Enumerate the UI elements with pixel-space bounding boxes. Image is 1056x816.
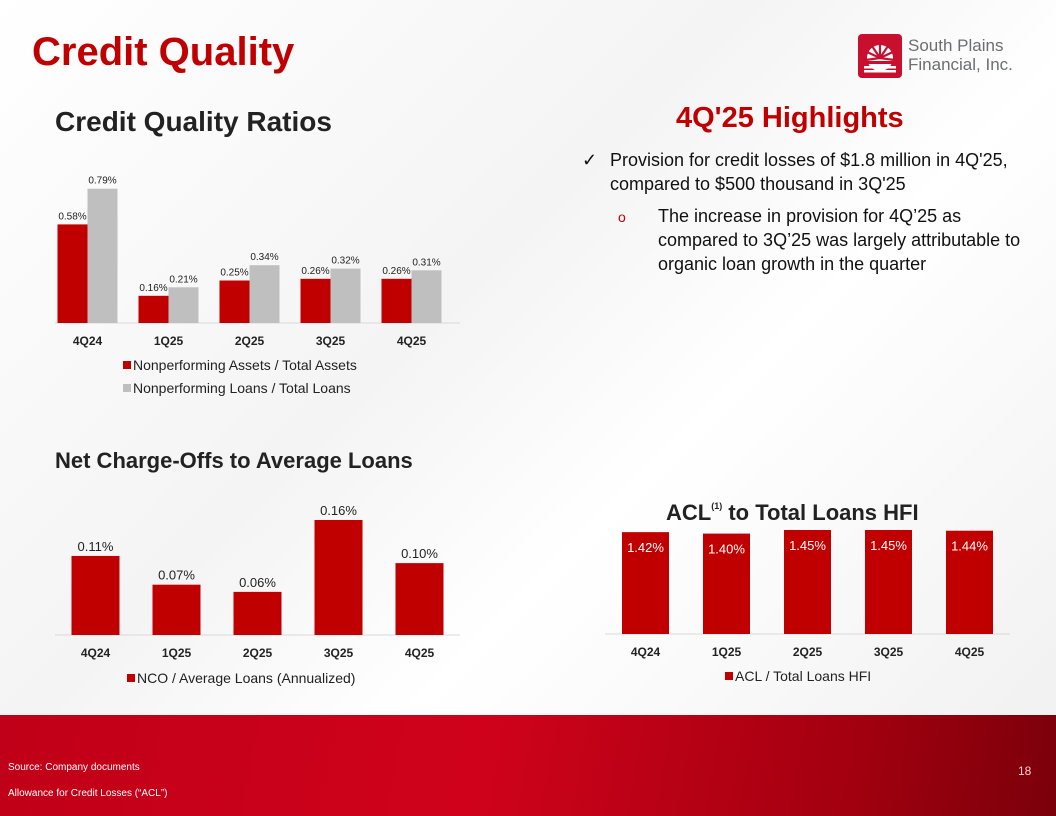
nco-data-label-0-0: 0.11% xyxy=(78,539,114,554)
nco-tick-label-0: 4Q24 xyxy=(81,646,111,660)
ratios-data-label-0-3: 0.26% xyxy=(301,266,329,277)
ratios-tick-label-2: 2Q25 xyxy=(235,334,265,348)
ratios-bar-0-1 xyxy=(138,295,169,323)
acl-title-main: ACL xyxy=(666,500,712,525)
acl-tick-label-4: 4Q25 xyxy=(955,645,985,659)
ratios-tick-label-0: 4Q24 xyxy=(73,334,103,348)
ratios-tick-label-3: 3Q25 xyxy=(316,334,346,348)
ratios-data-label-1-0: 0.79% xyxy=(88,176,116,187)
nco-legend-swatch-0 xyxy=(127,674,135,682)
checkmark-icon: ✓ xyxy=(582,150,598,170)
acl-bar-0-2 xyxy=(784,530,831,634)
company-name-line1: South Plains xyxy=(908,36,1004,55)
ratios-bar-chart: 0.58% 0.79% 4Q24 0.16%0.21% 1Q25 0.25%0.34% 2Q… xyxy=(55,176,460,396)
ratios-data-label-1-4: 0.31% xyxy=(412,257,440,268)
acl-bar-0-3 xyxy=(865,530,912,634)
highlight-sub-bullet: o The increase in provision for 4Q’25 as… xyxy=(582,204,1042,276)
ratios-legend-swatch-1 xyxy=(123,384,131,392)
company-logo: South Plains Financial, Inc. xyxy=(858,32,1028,80)
highlight-bullet: ✓ Provision for credit losses of $1.8 mi… xyxy=(582,148,1042,196)
ratios-legend-swatch-0 xyxy=(123,361,131,369)
acl-bar-0-0 xyxy=(622,532,669,634)
acl-data-label-0-2: 1.45% xyxy=(789,538,826,553)
nco-bar-chart: 0.11% 4Q24 0.07% 1Q25 0.06% 2Q25 0.16% 3Q25 0.10… xyxy=(55,503,460,686)
nco-data-label-0-1: 0.07% xyxy=(158,568,195,583)
page-title: Credit Quality xyxy=(32,30,295,74)
acl-data-label-0-0: 1.42% xyxy=(627,540,664,555)
nco-bar-0-1 xyxy=(152,584,201,635)
acl-data-label-0-4: 1.44% xyxy=(951,539,988,554)
page-number: 18 xyxy=(1018,764,1032,778)
nco-chart-title: Net Charge-Offs to Average Loans xyxy=(55,448,413,473)
highlights-list: ✓ Provision for credit losses of $1.8 mi… xyxy=(582,148,1042,276)
ratios-chart-title: Credit Quality Ratios xyxy=(55,106,332,137)
ratios-bar-1-4 xyxy=(411,270,442,323)
ratios-bar-1-3 xyxy=(330,268,361,323)
acl-tick-label-2: 2Q25 xyxy=(793,645,823,659)
nco-data-label-0-4: 0.10% xyxy=(401,546,438,561)
acl-bar-0-4 xyxy=(946,530,993,634)
nco-data-label-0-3: 0.16% xyxy=(320,503,357,518)
footer-source: Source: Company documents xyxy=(8,762,140,773)
nco-bar-0-2 xyxy=(233,591,282,635)
acl-legend-swatch-0 xyxy=(725,672,733,680)
ratios-data-label-0-1: 0.16% xyxy=(139,283,167,294)
footer-note: Allowance for Credit Losses (“ACL”) xyxy=(8,788,168,799)
nco-data-label-0-2: 0.06% xyxy=(239,575,276,590)
acl-bar-chart: 1.42% 4Q24 1.40% 1Q25 1.45% 2Q25 1.45% 3Q25 1.44… xyxy=(605,530,1010,684)
nco-bar-0-0 xyxy=(71,555,120,635)
ratios-bar-0-3 xyxy=(300,278,331,323)
nco-tick-label-1: 1Q25 xyxy=(162,646,192,660)
nco-bar-0-4 xyxy=(395,563,444,635)
nco-tick-label-4: 4Q25 xyxy=(405,646,435,660)
ratios-bar-0-0 xyxy=(57,224,88,323)
acl-tick-label-0: 4Q24 xyxy=(631,645,661,659)
acl-chart-title: ACL(1) to Total Loans HFI xyxy=(666,500,919,526)
acl-tick-label-3: 3Q25 xyxy=(874,645,904,659)
ratios-bar-0-4 xyxy=(381,278,412,323)
acl-title-footnote: (1) xyxy=(711,501,723,511)
highlight-bullet-text: Provision for credit losses of $1.8 mill… xyxy=(610,150,1008,194)
nco-tick-label-2: 2Q25 xyxy=(243,646,273,660)
nco-legend-label-0: NCO / Average Loans (Annualized) xyxy=(137,670,355,686)
nco-bar-0-3 xyxy=(314,520,363,635)
ratios-bar-1-0 xyxy=(87,188,118,323)
acl-data-label-0-3: 1.45% xyxy=(870,538,907,553)
footer-band xyxy=(0,715,1056,816)
ratios-data-label-0-4: 0.26% xyxy=(382,266,410,277)
ratios-data-label-1-1: 0.21% xyxy=(169,274,197,285)
acl-bar-0-1 xyxy=(703,533,750,634)
circle-bullet-icon: o xyxy=(618,209,626,225)
ratios-data-label-0-2: 0.25% xyxy=(220,268,248,279)
ratios-bar-1-1 xyxy=(168,287,199,323)
ratios-legend-label-0: Nonperforming Assets / Total Assets xyxy=(133,357,357,373)
company-name: South Plains Financial, Inc. xyxy=(908,36,1013,74)
ratios-tick-label-4: 4Q25 xyxy=(397,334,427,348)
company-name-line2: Financial, Inc. xyxy=(908,55,1013,74)
ratios-bar-1-2 xyxy=(249,265,280,323)
ratios-legend-label-1: Nonperforming Loans / Total Loans xyxy=(133,380,351,396)
highlights-title: 4Q'25 Highlights xyxy=(676,102,904,134)
acl-title-suffix: to Total Loans HFI xyxy=(728,500,919,525)
acl-tick-label-1: 1Q25 xyxy=(712,645,742,659)
ratios-data-label-1-3: 0.32% xyxy=(331,256,359,267)
highlight-sub-bullet-text: The increase in provision for 4Q’25 as c… xyxy=(658,206,1021,274)
acl-legend-label-0: ACL / Total Loans HFI xyxy=(735,668,871,684)
sun-logo-icon xyxy=(858,34,902,78)
ratios-data-label-1-2: 0.34% xyxy=(250,252,278,263)
nco-tick-label-3: 3Q25 xyxy=(324,646,354,660)
ratios-tick-label-1: 1Q25 xyxy=(154,334,184,348)
acl-data-label-0-1: 1.40% xyxy=(708,542,745,557)
ratios-data-label-0-0: 0.58% xyxy=(58,211,86,222)
ratios-bar-0-2 xyxy=(219,280,250,323)
